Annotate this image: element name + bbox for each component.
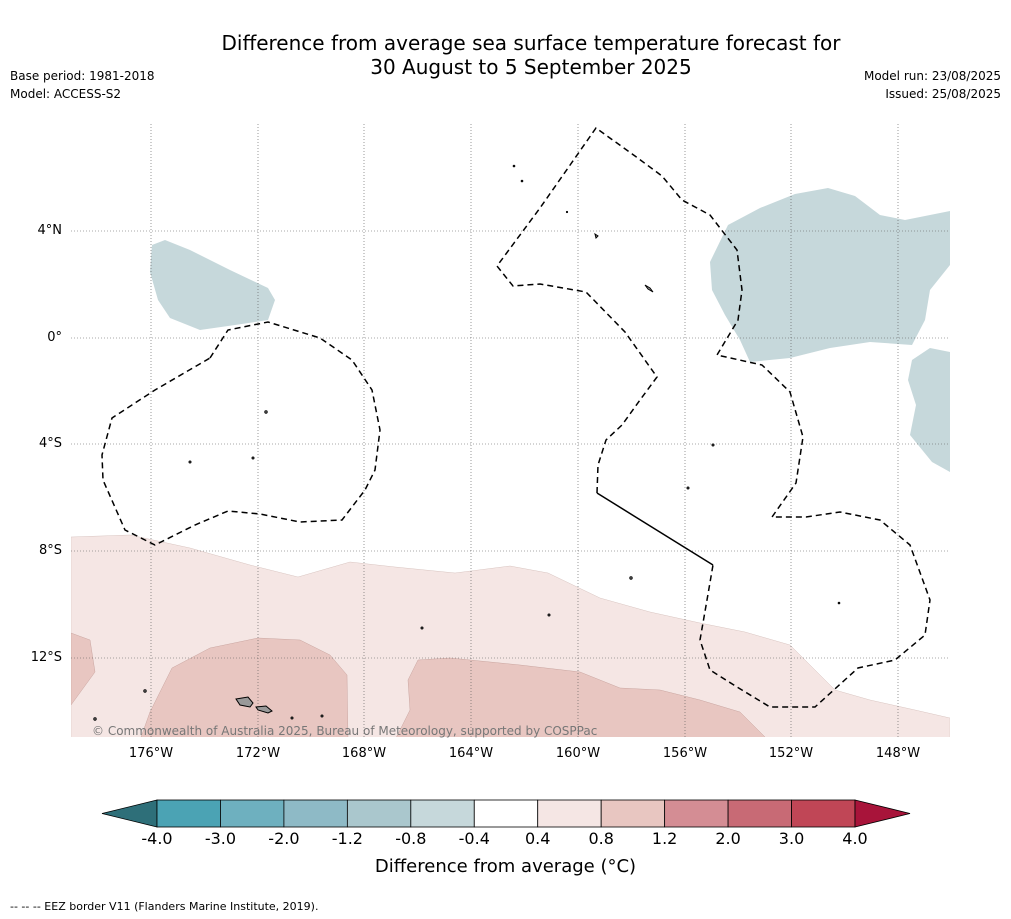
- colorbar-tick-label: -1.2: [331, 829, 363, 848]
- island-atoll-a: [644, 284, 654, 293]
- meta-left: Base period: 1981-2018 Model: ACCESS-S2: [10, 67, 155, 103]
- colorbar-segment: [410, 799, 475, 828]
- title-line-1: Difference from average sea surface temp…: [221, 31, 841, 55]
- model-name: Model: ACCESS-S2: [10, 87, 122, 101]
- lon-label-164w: 164°W: [448, 746, 494, 761]
- lon-label-172w: 172°W: [235, 746, 281, 761]
- colorbar-tick-label: -3.0: [204, 829, 237, 848]
- map-title: Difference from average sea surface temp…: [0, 31, 1011, 79]
- gridlines: [71, 124, 950, 737]
- eez-tokelau-samoa: [101, 321, 381, 546]
- colorbar-segment: [537, 799, 602, 828]
- warm-anomaly-mid-left: [71, 632, 96, 706]
- issued-date: Issued: 25/08/2025: [885, 87, 1001, 101]
- cool-anomaly-north-east: [710, 188, 950, 362]
- colorbar-segment: [156, 799, 221, 828]
- colorbar-tick-label: 3.0: [778, 829, 805, 848]
- colorbar-tick-label: 0.4: [524, 829, 551, 848]
- colorbar-tick-label: 4.0: [842, 829, 868, 848]
- colorbar-tick-label: -0.4: [458, 829, 490, 848]
- base-period: Base period: 1981-2018: [10, 69, 155, 83]
- colorbar-segment: [600, 799, 666, 828]
- colorbar-tick-label: -0.8: [395, 829, 427, 848]
- island-upolu: [255, 705, 273, 714]
- warm-anomaly-mid-center: [140, 637, 349, 737]
- lon-label-148w: 148°W: [875, 746, 921, 761]
- island-savaii: [235, 696, 254, 708]
- cool-anomaly-north-west: [150, 240, 275, 330]
- model-run: Model run: 23/08/2025: [863, 69, 1001, 83]
- colorbar-segment: [791, 799, 856, 828]
- colorbar-segment: [727, 799, 792, 828]
- copyright-notice: © Commonwealth of Australia 2025, Bureau…: [92, 724, 598, 738]
- colorbar-tick-label: -4.0: [141, 829, 173, 848]
- lon-label-176w: 176°W: [128, 746, 174, 761]
- lat-label-4n: 4°N: [37, 223, 63, 238]
- eez-legend-footer: -- -- -- EEZ border V11 (Flanders Marine…: [10, 900, 319, 913]
- colorbar-tick-label: 2.0: [715, 829, 741, 848]
- lat-label-4s: 4°S: [38, 436, 62, 451]
- colorbar-tick-label: -2.0: [268, 829, 300, 848]
- cool-anomaly-east: [908, 348, 950, 472]
- colorbar-label: Difference from average (°C): [374, 856, 637, 877]
- lon-label-156w: 156°W: [662, 746, 708, 761]
- lon-label-152w: 152°W: [768, 746, 814, 761]
- lat-label-12s: 12°S: [30, 650, 62, 665]
- meta-right: Model run: 23/08/2025 Issued: 25/08/2025: [864, 67, 1001, 103]
- warm-anomaly-mid-right: [396, 657, 766, 737]
- island-atoll-b: [594, 232, 599, 239]
- colorbar-segment: [664, 799, 729, 828]
- eez-borders: [101, 126, 931, 708]
- colorbar-segment: [346, 799, 412, 828]
- title-line-2: 30 August to 5 September 2025: [370, 55, 692, 79]
- colorbar-extend-low: [101, 799, 158, 828]
- eez-solid-segment: [596, 492, 714, 566]
- colorbar-segment: [220, 799, 285, 828]
- lat-label-8s: 8°S: [38, 543, 62, 558]
- lat-label-0: 0°: [47, 330, 62, 345]
- lon-label-160w: 160°W: [555, 746, 601, 761]
- colorbar-tick-label: 1.2: [651, 829, 678, 848]
- colorbar-tick-label: 0.8: [588, 829, 614, 848]
- eez-phoenix-line: [496, 126, 931, 708]
- colorbar-extend-high: [854, 799, 911, 828]
- colorbar-segment: [473, 799, 539, 828]
- islands: [93, 164, 841, 721]
- colorbar-segment: [283, 799, 348, 828]
- lon-label-168w: 168°W: [341, 746, 387, 761]
